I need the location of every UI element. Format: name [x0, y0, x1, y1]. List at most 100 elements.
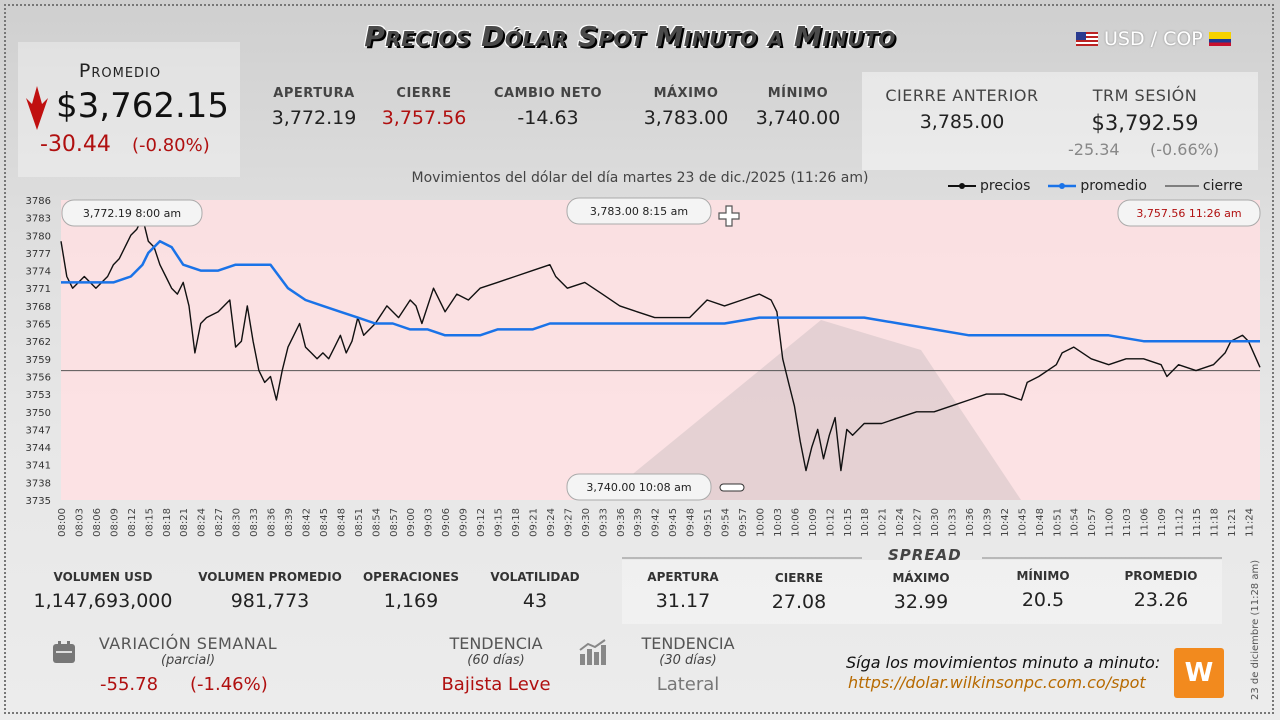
- stat-value: 1,169: [383, 590, 439, 612]
- x-tick-label: 11:15: [1192, 508, 1203, 537]
- stat-label: CIERRE: [774, 571, 824, 585]
- y-tick-label: 3765: [26, 320, 51, 331]
- x-tick-label: 10:00: [755, 508, 766, 537]
- x-tick-label: 09:30: [581, 508, 592, 537]
- stat-value: 31.17: [655, 590, 711, 612]
- y-tick-label: 3786: [26, 196, 51, 207]
- stat-value: 3,772.19: [271, 107, 357, 129]
- y-tick-label: 3741: [26, 461, 51, 472]
- trend-60: TENDENCIA (60 días) Bajista Leve: [426, 634, 566, 695]
- x-tick-label: 08:39: [284, 508, 295, 537]
- x-tick-label: 09:00: [406, 508, 417, 537]
- side-date: 23 de diciembre (11:28 am): [1250, 559, 1261, 700]
- x-tick-label: 11:03: [1122, 508, 1133, 537]
- x-tick-label: 10:15: [843, 508, 854, 537]
- annotation-pill: [1117, 199, 1261, 227]
- stat-label: OPERACIONES: [362, 570, 460, 584]
- y-tick-label: 3762: [26, 337, 51, 348]
- x-tick-label: 09:03: [424, 508, 435, 537]
- x-tick-label: 09:15: [494, 508, 505, 537]
- currency-pair-label: USD / COP: [1104, 28, 1203, 50]
- y-tick-label: 3783: [26, 214, 51, 225]
- x-tick-label: 08:48: [336, 508, 347, 537]
- x-tick-label: 10:45: [1017, 508, 1028, 537]
- stat-label: MÍNIMO: [1016, 569, 1070, 583]
- stat-trm: TRM SESIÓN $3,792.59: [1060, 86, 1230, 135]
- y-tick-label: 3759: [26, 355, 51, 366]
- x-tick-label: 09:21: [528, 508, 539, 537]
- trm-change: -25.34: [1068, 140, 1120, 159]
- x-tick-label: 08:12: [127, 508, 138, 537]
- stat-value: 1,147,693,000: [33, 590, 173, 612]
- site-link[interactable]: https://dolar.wilkinsonpc.com.co/spot: [848, 673, 1146, 692]
- average-change-pct: (-0.80%): [132, 135, 210, 156]
- background-mountain: [601, 320, 1021, 500]
- x-tick-label: 10:12: [825, 508, 836, 537]
- x-tick-label: 09:51: [703, 508, 714, 537]
- stat-label: VOLUMEN PROMEDIO: [198, 570, 342, 584]
- price-chart[interactable]: 3786 3783 3780 3777 3774 3771 3768 3765 3762 3759…: [0, 196, 1280, 546]
- series-line-promedio: [61, 239, 1260, 343]
- x-tick-label: 11:00: [1105, 508, 1116, 537]
- y-tick-label: 3753: [26, 390, 51, 401]
- average-value: $3,762.15: [56, 86, 230, 126]
- stat-value: 3,740.00: [755, 107, 841, 129]
- x-tick-label: 08:00: [57, 508, 68, 537]
- chart-legend: precios promedio cierre: [948, 178, 1243, 194]
- annotation-pill: [566, 473, 712, 501]
- y-tick-label: 3777: [26, 249, 51, 260]
- legend-label: promedio: [1080, 178, 1147, 194]
- stat-label: CAMBIO NETO: [493, 86, 603, 101]
- legend-swatch-precios: [948, 183, 976, 189]
- x-tick-label: 09:54: [721, 508, 732, 537]
- annotation-high: 3,783.00 8:15 am: [566, 197, 712, 225]
- stat-value: 20.5: [1021, 589, 1065, 611]
- x-tick-label: 08:30: [232, 508, 243, 537]
- plot-area: [61, 200, 1260, 500]
- y-tick-label: 3735: [26, 496, 51, 507]
- y-tick-label: 3756: [26, 372, 51, 383]
- x-tick-label: 09:24: [546, 508, 557, 537]
- stat-volumen-usd: VOLUMEN USD 1,147,693,000: [28, 570, 178, 612]
- stat-label: APERTURA: [647, 570, 719, 584]
- stat-minimo: MÍNIMO 3,740.00: [748, 86, 848, 129]
- stat-value: 981,773: [230, 590, 310, 612]
- stat-label: CIERRE: [396, 86, 452, 101]
- spread-maximo: MÁXIMO 32.99: [874, 571, 968, 613]
- stat-cambio-neto: CAMBIO NETO -14.63: [488, 86, 608, 129]
- trend-60-sub: (60 días): [467, 653, 525, 668]
- legend-label: cierre: [1202, 178, 1243, 194]
- legend-item-promedio: promedio: [1048, 178, 1147, 194]
- stat-value: 32.99: [893, 591, 949, 613]
- x-tick-label: 10:09: [808, 508, 819, 537]
- spread-apertura: APERTURA 31.17: [636, 570, 730, 612]
- x-tick-label: 10:42: [1000, 508, 1011, 537]
- x-tick-label: 08:42: [301, 508, 312, 537]
- annotation-last: 3,757.56 11:26 am: [1117, 199, 1261, 227]
- trend-60-value: Bajista Leve: [441, 674, 551, 695]
- stat-operaciones: OPERACIONES 1,169: [356, 570, 466, 612]
- x-tick-label: 08:06: [92, 508, 103, 537]
- scroll-handle: [719, 483, 745, 492]
- stat-label: CIERRE ANTERIOR: [885, 86, 1039, 105]
- calendar-icon: [53, 641, 75, 663]
- stat-cierre: CIERRE 3,757.56: [374, 86, 474, 129]
- x-tick-label: 09:42: [651, 508, 662, 537]
- spread-panel: [622, 560, 1222, 624]
- x-tick-label: 10:33: [948, 508, 959, 537]
- follow-text: Síga los movimientos minuto a minuto:: [846, 653, 1161, 672]
- wilkinson-logo[interactable]: W: [1174, 648, 1224, 698]
- previous-panel: [862, 72, 1258, 170]
- x-tick-label: 08:09: [109, 508, 120, 537]
- spread-cierre: CIERRE 27.08: [752, 571, 846, 613]
- stat-label: MÁXIMO: [892, 571, 950, 585]
- trend-60-label: TENDENCIA: [449, 634, 543, 653]
- x-tick-label: 10:57: [1087, 508, 1098, 537]
- stat-label: VOLUMEN USD: [53, 570, 153, 584]
- crosshair-icon: [718, 205, 740, 227]
- colombia-flag-icon: [1208, 32, 1231, 46]
- spread-title: SPREAD: [888, 546, 962, 564]
- trm-change-pct: (-0.66%): [1150, 140, 1220, 159]
- spread-promedio: PROMEDIO 23.26: [1114, 569, 1208, 611]
- average-change: -30.44: [40, 132, 111, 157]
